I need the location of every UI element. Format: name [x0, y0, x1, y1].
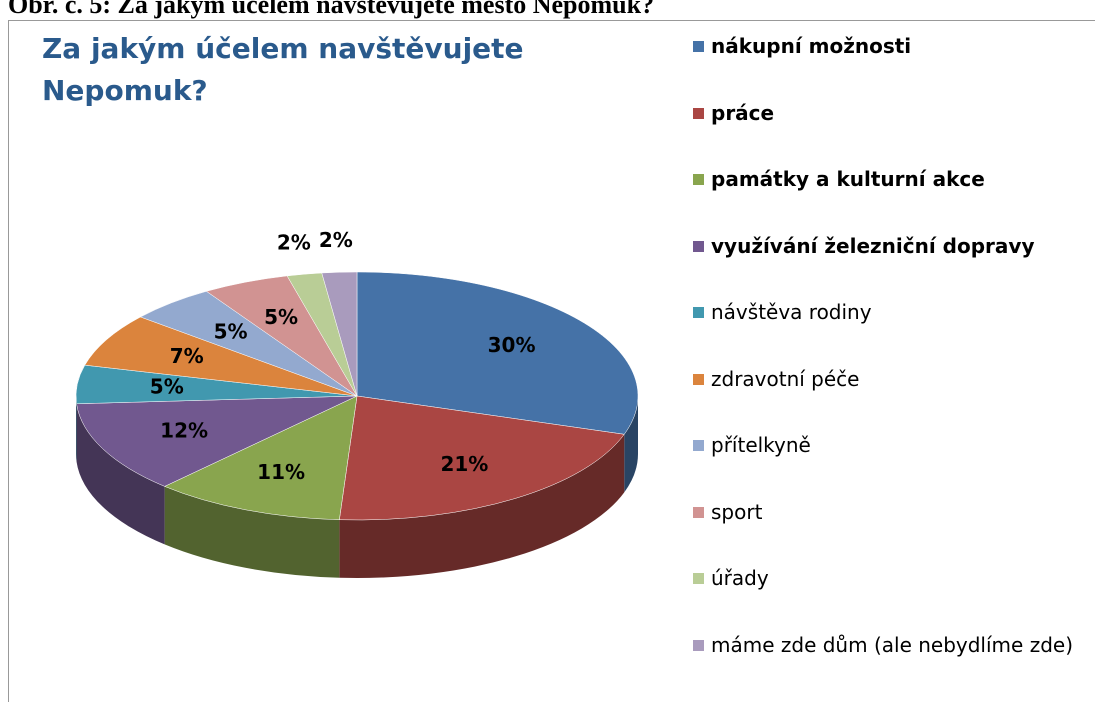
legend-label: nákupní možnosti [711, 34, 912, 58]
legend-item: máme zde dům (ale nebydlíme zde) [693, 629, 1073, 661]
legend-swatch [693, 41, 704, 52]
legend-label: zdravotní péče [711, 366, 860, 391]
legend-label: máme zde dům (ale nebydlíme zde) [711, 632, 1073, 657]
slice [356, 271, 639, 435]
legend-swatch [693, 107, 704, 119]
legend-item: nákupní možnosti [693, 30, 911, 62]
legend-item: přítelkyně [693, 429, 811, 461]
legend-swatch [693, 506, 704, 518]
legend-swatch [693, 440, 704, 451]
chart-frame [8, 20, 1095, 702]
slice-side [76, 396, 77, 462]
legend-label: práce [711, 100, 775, 125]
legend-item: sport [693, 496, 762, 528]
slice-side [624, 396, 638, 493]
legend-item: úřady [693, 562, 769, 594]
data-label: 21% [440, 452, 488, 476]
slice-side [339, 434, 625, 578]
legend-label: sport [711, 499, 763, 524]
legend-label: využívání železniční dopravy [711, 233, 1035, 258]
legend-label: návštěva rodiny [711, 300, 872, 324]
slice [321, 271, 358, 397]
legend-item: práce [693, 97, 774, 129]
slice [339, 395, 625, 521]
data-label: 2% [277, 230, 311, 254]
data-label: 5% [214, 319, 248, 343]
figure-caption: Obr. č. 5: Za jakým účelem navštěvujete … [8, 0, 655, 19]
legend-swatch [693, 639, 704, 651]
legend-item: zdravotní péče [693, 363, 859, 395]
legend-item: využívání železniční dopravy [693, 230, 1034, 262]
data-label: 5% [264, 305, 298, 329]
legend-label: památky a kulturní akce [711, 167, 985, 191]
slice-side [164, 486, 340, 578]
data-label: 5% [150, 375, 184, 399]
chart-title: Za jakým účelem navštěvujete Nepomuk? [42, 32, 524, 107]
data-label: 7% [170, 344, 204, 368]
data-label: 11% [257, 460, 305, 484]
legend-swatch [693, 174, 704, 185]
legend-swatch [693, 307, 704, 318]
legend-label: přítelkyně [711, 433, 811, 457]
data-label: 2% [319, 228, 353, 252]
slice [164, 395, 358, 521]
data-label: 12% [160, 418, 208, 442]
legend-item: památky a kulturní akce [693, 163, 985, 195]
legend-swatch [693, 573, 704, 584]
legend-swatch [693, 373, 704, 385]
legend-swatch [693, 240, 704, 252]
slice [76, 395, 358, 487]
data-label: 30% [488, 333, 536, 357]
legend-label: úřady [711, 566, 769, 590]
slice-side [76, 403, 165, 545]
slice [84, 316, 358, 397]
legend-item: návštěva rodiny [693, 296, 872, 328]
